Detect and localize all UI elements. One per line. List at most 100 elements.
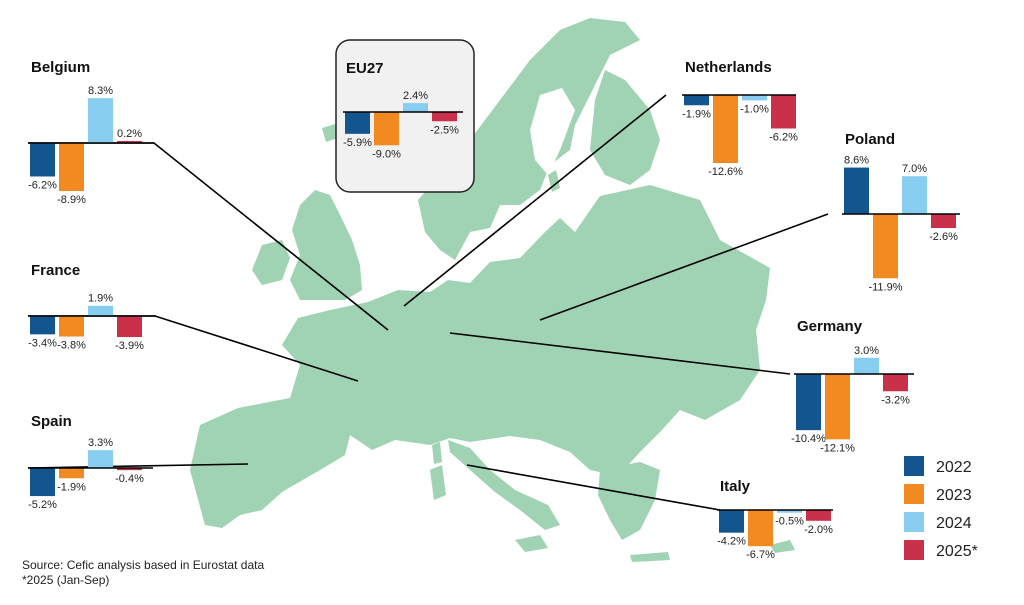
chart-netherlands: Netherlands -1.9% -12.6% -1.0% -6.2%: [682, 59, 798, 178]
map-corsica: [432, 442, 442, 464]
data-label-netherlands-2022: -1.9%: [682, 108, 711, 120]
leader-line-germany: [449, 332, 791, 375]
bar-eu27-2023: [374, 112, 399, 146]
data-label-spain-2023: -1.9%: [57, 481, 86, 493]
map-iceland-fragment: [322, 124, 338, 142]
data-label-italy-2023: -6.7%: [746, 549, 775, 561]
bar-poland-2024: [902, 176, 927, 214]
leader-line-poland: [539, 213, 829, 321]
bar-spain-2024: [88, 450, 113, 468]
data-label-spain-2022: -5.2%: [28, 499, 57, 511]
data-label-spain-2025: -0.4%: [115, 473, 144, 485]
bar-france-2023: [59, 316, 84, 337]
data-label-germany-2025: -3.2%: [881, 394, 910, 406]
data-label-germany-2024: 3.0%: [854, 345, 879, 357]
bar-netherlands-2022: [684, 95, 709, 106]
legend-label-2024: 2024: [936, 515, 972, 532]
legend-label-2025: 2025*: [936, 543, 978, 560]
map-greece: [598, 462, 660, 540]
source-footnote: *2025 (Jan-Sep): [22, 573, 109, 587]
data-label-italy-2025: -2.0%: [804, 524, 833, 536]
bar-poland-2022: [844, 167, 869, 214]
data-label-netherlands-2023: -12.6%: [708, 166, 743, 178]
bar-netherlands-2025: [771, 95, 796, 129]
bar-belgium-2022: [30, 143, 55, 177]
chart-germany: Germany -10.4%-12.1% 3.0% -3.2%: [791, 318, 914, 454]
bar-italy-2025: [806, 510, 831, 521]
map-mainland: [190, 185, 770, 528]
bar-france-2024: [88, 305, 113, 316]
eu27-inset-box: [335, 39, 475, 193]
leader-line-italy: [466, 464, 721, 511]
data-label-france-2025: -3.9%: [115, 340, 144, 352]
legend-label-2023: 2023: [936, 487, 972, 504]
country-charts: EU27-5.9%-9.0%2.4%-2.5%Belgium-6.2%-8.9%…: [28, 59, 960, 561]
chart-title-italy: Italy: [720, 478, 751, 495]
bar-poland-2025: [931, 214, 956, 229]
data-label-france-2023: -3.8%: [57, 340, 86, 352]
chart-spain: Spain -5.2%-1.9% 3.3% -0.4%: [28, 413, 153, 511]
data-label-netherlands-2024: -1.0%: [740, 103, 769, 115]
chart-eu27: EU27 -5.9%-9.0% 2.4% -2.5%: [343, 60, 463, 160]
legend-label-2022: 2022: [936, 459, 972, 476]
bar-italy-2022: [719, 510, 744, 533]
bar-italy-2023: [748, 510, 773, 547]
data-label-netherlands-2025: -6.2%: [769, 131, 798, 143]
map-gulf-of-bothnia: [530, 88, 575, 175]
legend-swatch-2023: [904, 484, 924, 504]
bar-spain-2022: [30, 468, 55, 497]
data-label-eu27-2025: -2.5%: [430, 124, 459, 136]
source-note: Source: Cefic analysis based in Eurostat…: [22, 558, 264, 572]
bar-eu27-2025: [432, 112, 457, 122]
legend-swatch-2024: [904, 512, 924, 532]
map-italy: [448, 440, 560, 530]
data-label-france-2022: -3.4%: [28, 337, 57, 349]
map-crete: [630, 552, 670, 562]
map-cyprus: [770, 540, 795, 553]
legend-swatch-2025: [904, 540, 924, 560]
chart-france: France -3.4% -3.8% 1.9% -3.9%: [28, 262, 156, 352]
chart-title-france: France: [31, 262, 80, 279]
bar-poland-2023: [873, 214, 898, 279]
bar-italy-2024: [777, 510, 802, 513]
bar-germany-2022: [796, 374, 821, 431]
data-label-italy-2022: -4.2%: [717, 536, 746, 548]
chart-title-spain: Spain: [31, 413, 72, 430]
bar-netherlands-2023: [713, 95, 738, 164]
data-label-poland-2024: 7.0%: [902, 163, 927, 175]
data-label-italy-2024: -0.5%: [775, 516, 804, 528]
chart-belgium: Belgium -6.2%-8.9% 8.3% 0.2%: [28, 59, 154, 206]
data-label-eu27-2022: -5.9%: [343, 137, 372, 149]
bar-belgium-2023: [59, 143, 84, 192]
data-label-germany-2022: -10.4%: [791, 433, 826, 445]
leader-line-netherlands: [403, 94, 667, 307]
bar-germany-2025: [883, 374, 908, 392]
bar-eu27-2022: [345, 112, 370, 134]
bar-eu27-2024: [403, 103, 428, 112]
data-label-eu27-2024: 2.4%: [403, 90, 428, 102]
map-gotland: [548, 170, 560, 192]
chart-title-poland: Poland: [845, 131, 895, 148]
data-label-poland-2022: 8.6%: [844, 155, 869, 167]
chart-italy: Italy -4.2%-6.7% -0.5%-2.0%: [717, 478, 833, 561]
chart-title-germany: Germany: [797, 318, 863, 335]
data-label-spain-2024: 3.3%: [88, 437, 113, 449]
map-scandinavia: [418, 18, 640, 260]
data-label-poland-2025: -2.6%: [929, 231, 958, 243]
bar-germany-2023: [825, 374, 850, 440]
data-label-belgium-2022: -6.2%: [28, 179, 57, 191]
chart-title-eu27: EU27: [346, 60, 384, 77]
data-label-germany-2023: -12.1%: [820, 442, 855, 454]
bar-france-2025: [117, 316, 142, 338]
data-label-poland-2023: -11.9%: [868, 281, 902, 293]
legend: 2022 2023 2024 2025*: [904, 456, 978, 560]
map-ireland: [252, 240, 290, 285]
bar-belgium-2025: [117, 141, 142, 143]
bar-spain-2023: [59, 468, 84, 479]
data-label-belgium-2024: 8.3%: [88, 85, 113, 97]
europe-map: [190, 18, 795, 562]
data-label-belgium-2023: -8.9%: [57, 194, 86, 206]
bar-netherlands-2024: [742, 95, 767, 101]
map-sicily: [515, 535, 548, 552]
